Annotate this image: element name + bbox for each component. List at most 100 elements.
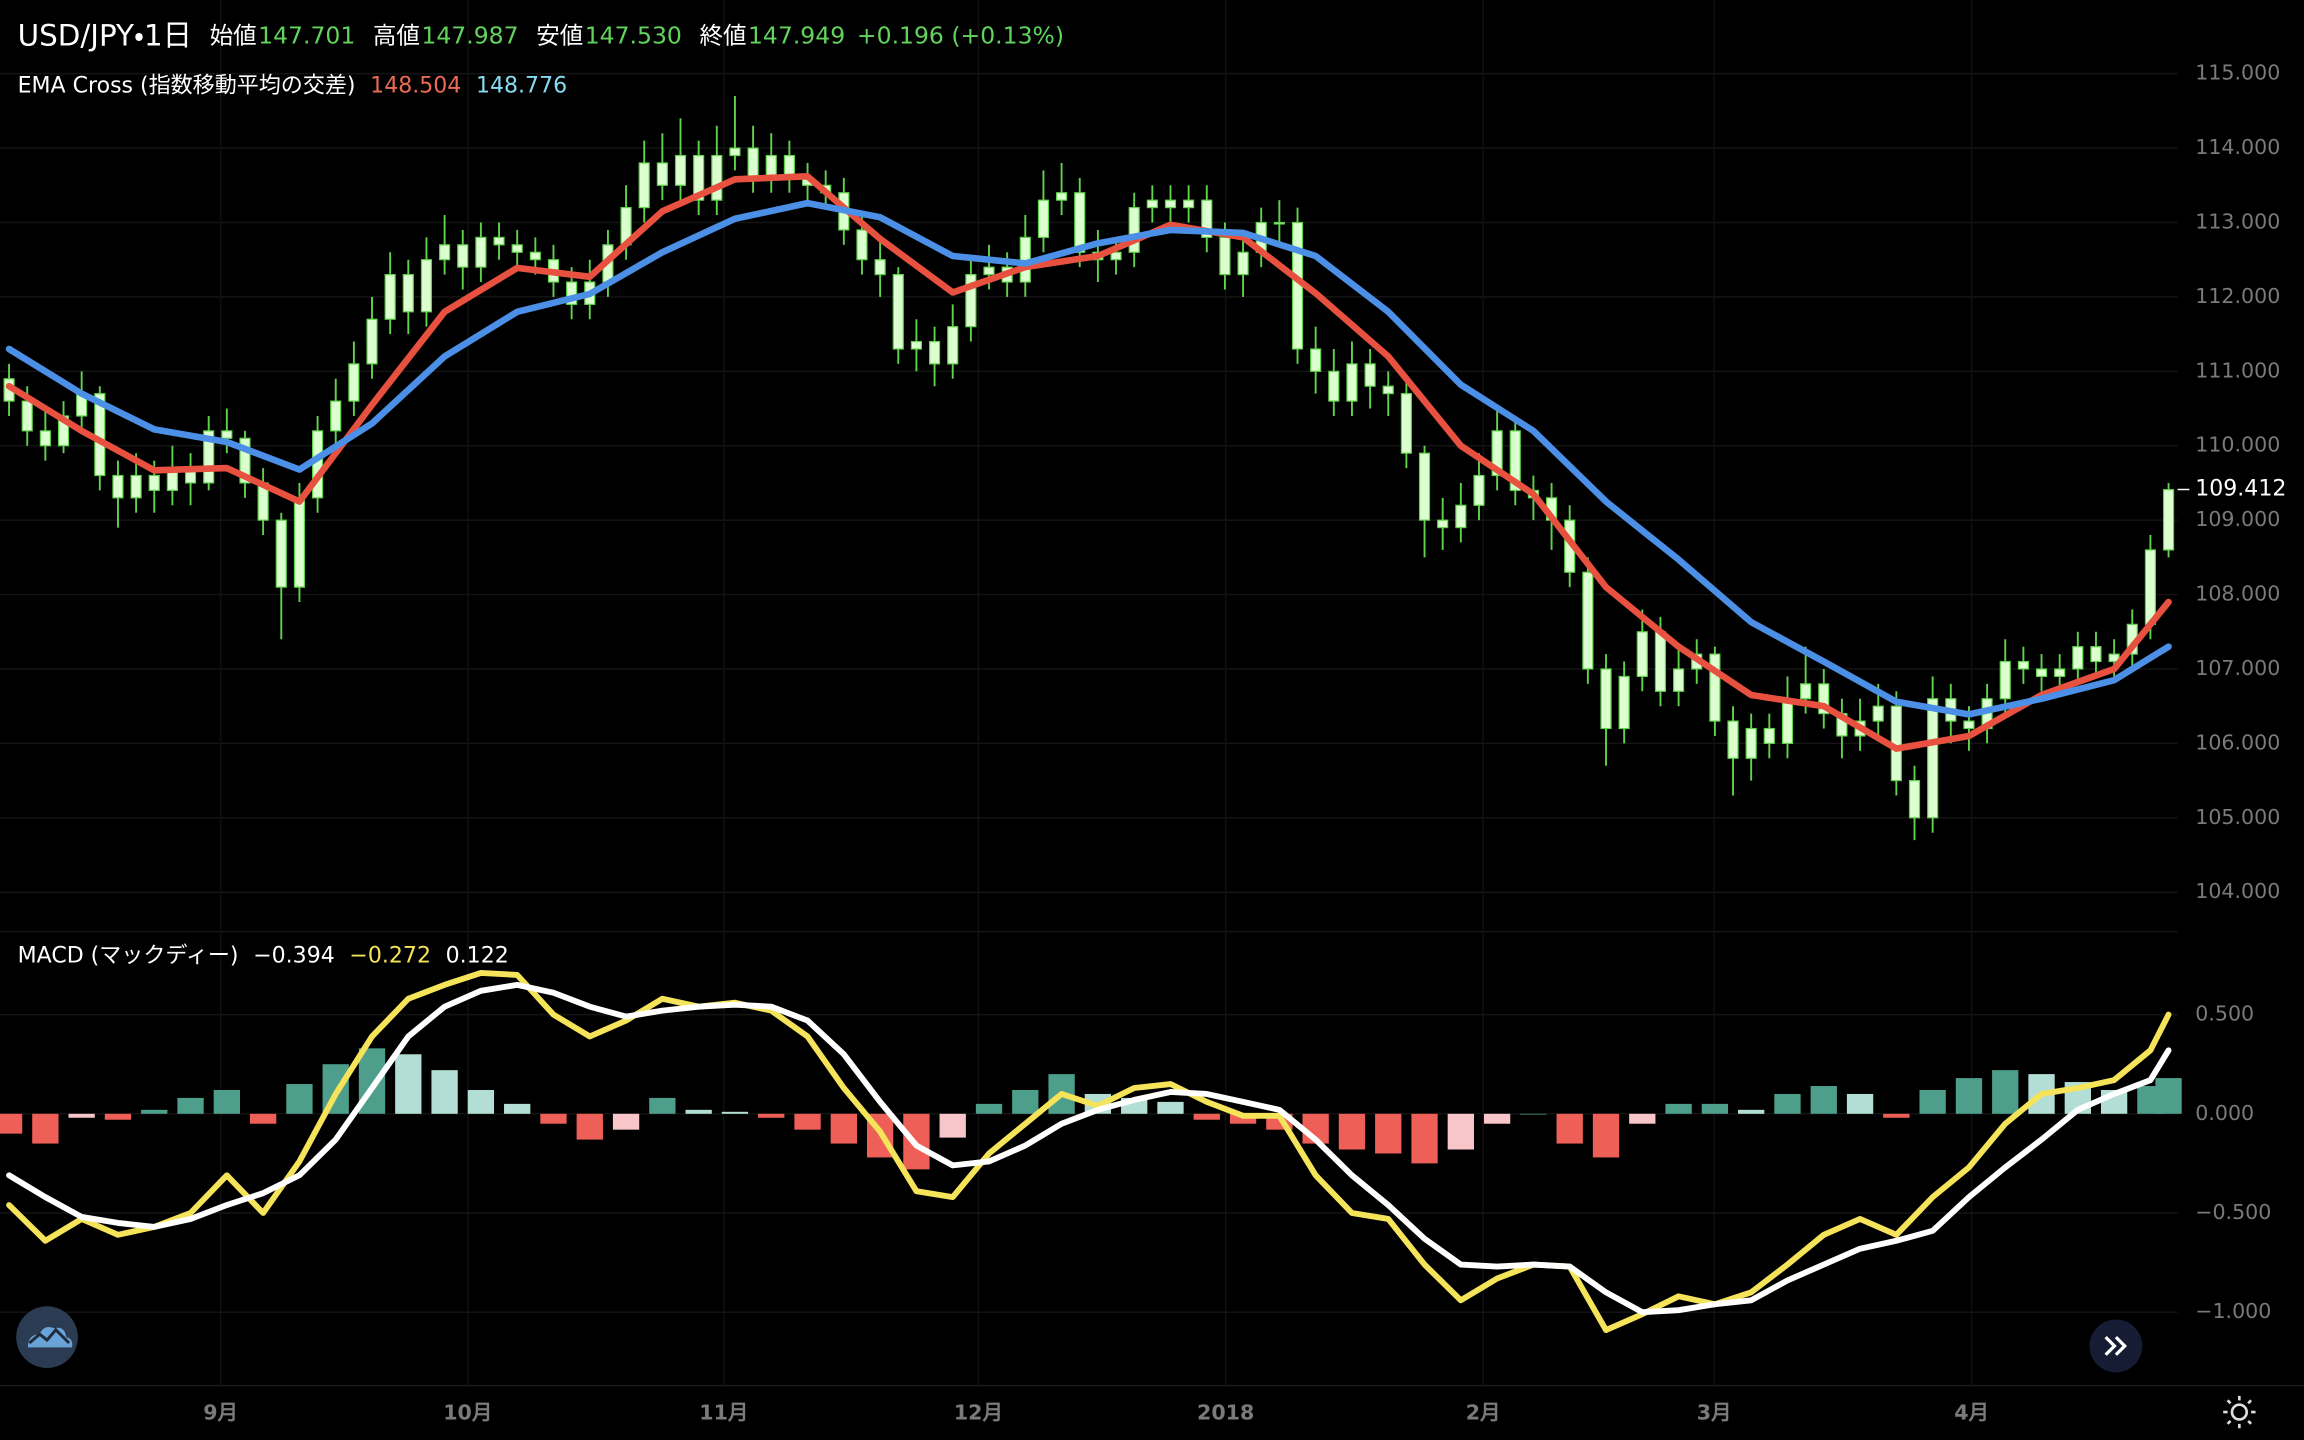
symbol-title: USD/JPY・1日 — [18, 18, 192, 52]
y-tick-label: −0.500 — [2195, 1200, 2271, 1224]
scroll-to-latest-button[interactable] — [2089, 1319, 2143, 1373]
candle-body — [711, 154, 723, 201]
histogram-bar — [104, 1113, 132, 1120]
histogram-bar — [1629, 1113, 1656, 1124]
sun-core[interactable] — [2230, 1403, 2249, 1421]
candle-body — [674, 154, 687, 186]
indicator-value: −0.272 — [349, 944, 431, 969]
histogram-bar — [177, 1097, 204, 1114]
candle-body — [729, 147, 741, 157]
candle-body — [21, 400, 33, 432]
macd-line — [6, 970, 2172, 1333]
ema-line — [5, 199, 2172, 718]
histogram-bar — [213, 1089, 240, 1114]
histogram-bar — [249, 1113, 277, 1124]
candle-body — [39, 430, 51, 447]
candle-body — [1037, 199, 1050, 238]
candle-body — [910, 340, 922, 350]
y-tick-label: 114.000 — [2195, 135, 2280, 159]
candle-body — [1201, 199, 1213, 238]
indicator-value: −0.394 — [253, 944, 335, 969]
candle-body — [1781, 698, 1794, 744]
histogram-bar — [1520, 1113, 1547, 1115]
candle-body — [1709, 653, 1721, 722]
candle-body — [1727, 720, 1739, 759]
histogram-bar — [68, 1113, 95, 1118]
grid — [0, 0, 2178, 1386]
candle-body — [1908, 780, 1921, 819]
histogram-bar — [1810, 1086, 1837, 1114]
histogram-bar — [467, 1089, 495, 1114]
indicator-value: 148.776 — [476, 74, 567, 99]
ohlc-legend: USD/JPY・1日 始値147.701 高値147.987 安値147.530 終値1… — [18, 18, 1064, 52]
histogram-bar — [1375, 1113, 1402, 1154]
candle-body — [1382, 385, 1394, 395]
candle-body — [892, 274, 904, 350]
histogram-bar — [504, 1103, 531, 1114]
x-tick-label: 10月 — [443, 1401, 492, 1425]
candle-body — [1618, 675, 1630, 730]
ohlc-label: 安値 — [536, 21, 583, 49]
histogram-bar — [1483, 1113, 1511, 1124]
candle-body — [330, 400, 342, 432]
logo-button[interactable] — [16, 1306, 78, 1368]
histogram-bar — [1592, 1113, 1620, 1158]
histogram-bar — [576, 1113, 603, 1140]
candle-body — [1364, 363, 1376, 387]
candle-body — [1999, 660, 2011, 700]
last-price-label: 109.412 — [2195, 476, 2286, 501]
chevrons — [2104, 1335, 2128, 1356]
histogram-bar — [286, 1084, 313, 1114]
candle-body — [1437, 519, 1449, 529]
histogram-bar — [1738, 1109, 1765, 1114]
histogram-bar — [649, 1097, 676, 1114]
change-value: +0.196 (+0.13%) — [857, 21, 1064, 49]
candle-body — [112, 474, 124, 499]
histogram-bar — [975, 1103, 1003, 1114]
candle-body — [1963, 720, 1975, 730]
candle-body — [239, 437, 251, 484]
histogram-bar — [141, 1109, 168, 1114]
y-tick-label: 106.000 — [2195, 730, 2280, 754]
candle-body — [148, 474, 160, 491]
labels: 104.000 105.000 106.000 107.000 108.000 109.0… — [18, 18, 2287, 1424]
candle-body — [856, 229, 868, 261]
histogram-bar — [758, 1113, 785, 1118]
x-tick-label: 4月 — [1954, 1401, 1989, 1425]
candle-body — [221, 430, 233, 439]
histogram-bar — [2155, 1078, 2182, 1114]
candle-body — [1491, 430, 1503, 477]
macd-legend: MACD (マックディー) −0.394 −0.272 0.122 — [18, 944, 509, 969]
histogram-bar — [721, 1111, 749, 1114]
histogram-bar — [1919, 1089, 1946, 1114]
candle-body — [2054, 668, 2066, 678]
histogram-bar — [1411, 1113, 1438, 1164]
x-tick-label: 9月 — [203, 1401, 238, 1425]
histogram-bar — [1229, 1113, 1257, 1124]
candle-body — [1927, 698, 1939, 819]
candle-body — [656, 162, 668, 186]
candle-body — [874, 259, 886, 276]
histogram-bar — [1447, 1113, 1474, 1150]
candle-body — [747, 147, 759, 179]
candle-body — [2162, 489, 2175, 551]
candle-body — [2035, 668, 2048, 678]
indicator-value: 0.122 — [446, 944, 509, 969]
candle-body — [1183, 199, 1195, 209]
histogram-bar — [32, 1113, 59, 1144]
candle-body — [1146, 199, 1158, 209]
candle-body — [1673, 668, 1685, 692]
histogram-bar — [794, 1113, 821, 1130]
histogram-bar — [1157, 1101, 1184, 1114]
histogram-bar — [431, 1070, 458, 1114]
ohlc-value: 147.987 — [421, 21, 518, 49]
candle-body — [965, 274, 977, 328]
y-tick-label: 109.000 — [2195, 507, 2280, 531]
ohlc-label: 高値 — [373, 21, 420, 49]
candle-body — [420, 259, 433, 313]
candle-body — [1074, 192, 1086, 253]
theme-toggle[interactable] — [2223, 1395, 2256, 1429]
candle-body — [402, 274, 414, 313]
candle-body — [1582, 571, 1594, 670]
